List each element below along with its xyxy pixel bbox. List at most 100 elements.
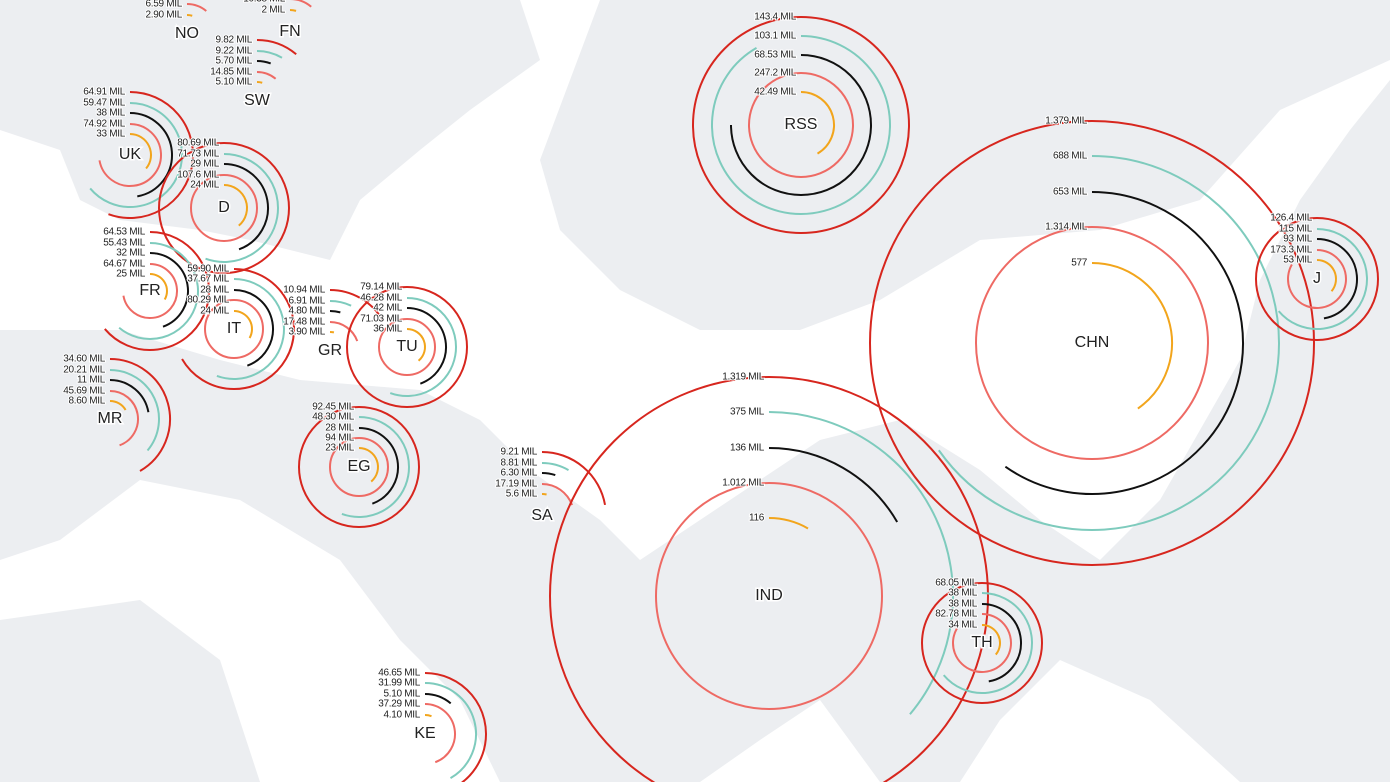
ring-label: 6.91 MIL [288,296,325,307]
ring-arc [329,289,384,322]
ring-arc [768,517,809,530]
ring-arc [329,310,341,314]
region-code: IT [227,320,241,337]
ring [869,120,1315,566]
ring-label: 38 MIL [948,588,978,599]
ring-label: 5.10 MIL [215,77,252,88]
ring-label: 42.49 MIL [754,87,797,98]
ring-arc [129,133,152,170]
ring-label: 34.60 MIL [63,354,106,365]
ring-label: 14.85 MIL [210,67,253,78]
ring-label: 59.90 MIL [187,264,230,275]
ring-label: 11 MIL [77,375,106,386]
ring-arc [541,451,607,506]
ring-label: 5.6 MIL [506,489,538,500]
ring-label: 68.05 MIL [935,578,978,589]
ring-label: 71.73 MIL [177,149,220,160]
ring-label: 34 MIL [948,620,978,631]
ring-label: 653 MIL [1053,187,1088,198]
ring [692,16,910,234]
ring-arc [256,71,277,80]
ring-arc [768,411,954,715]
ring-arc [942,592,1033,694]
ring-label: 68.53 MIL [754,50,797,61]
region-code: D [218,199,230,216]
ring-arc [329,300,352,307]
ring-arc [186,14,193,17]
ring-label: 2.90 MIL [145,10,182,21]
ring-arc [186,3,207,12]
ring-arc [358,427,399,505]
ring-arc [109,400,127,411]
ring-label: 688 MIL [1053,151,1088,162]
ring-label: 136 MIL [730,443,765,454]
ring-arc [233,310,253,339]
region-code: SW [244,92,271,109]
ring-arc [981,603,1022,683]
ring-arc [109,390,139,447]
ring-label: 33 MIL [96,129,126,140]
ring-label: 20.21 MIL [63,365,106,376]
ring-label: 3.90 MIL [288,327,325,338]
region-code: TH [971,634,992,651]
ring [748,72,854,178]
ring-label: 28 MIL [325,423,355,434]
ring-arc [109,379,150,413]
ring [298,406,420,528]
ring-label: 38 MIL [948,599,978,610]
ring-label: 37.29 MIL [378,699,421,710]
region-code: NO [175,25,199,42]
ring-label: 64.91 MIL [83,87,126,98]
ring-label: 71.03 MIL [360,314,403,325]
ring-label: 375 MIL [730,407,765,418]
ring [921,582,1043,704]
ring [549,376,989,782]
ring-arc [424,693,452,705]
ring-label: 94 MIL [325,433,355,444]
region-code: TU [396,338,417,355]
ring-arc [424,703,456,764]
region-code: KE [414,725,435,742]
ring-arc [541,472,556,477]
ring-label: 115 MIL [1279,224,1313,235]
ring-label: 59.47 MIL [83,98,126,109]
ring-arc [181,268,295,390]
ring [329,437,389,497]
region-code: GR [318,342,342,359]
ring [190,174,258,242]
region-code: FR [139,282,160,299]
ring-label: 37.67 MIL [187,274,230,285]
ring-label: 45.69 MIL [63,386,106,397]
ring-label: 17.19 MIL [495,479,538,490]
ring-arc [1277,228,1368,330]
region-code: EG [347,458,370,475]
ring-label: 64.53 MIL [103,227,146,238]
ring-arc [1316,238,1358,320]
ring-arc [256,39,297,56]
ring [1255,217,1379,341]
ring-arc [424,714,432,718]
ring-label: 5.10 MIL [383,689,420,700]
ring-label: 116 [749,513,765,524]
ring-label: 5.70 MIL [215,56,252,67]
ring-arc [109,358,171,472]
ring-arc [1091,262,1173,410]
ring-arc [329,321,359,342]
ring-arc [233,289,274,367]
ring-arc [109,369,160,452]
ring-label: 8.81 MIL [500,458,537,469]
ring [378,318,436,376]
ring-label: 1.379 MIL [1045,116,1088,127]
ring-label: 4.80 MIL [288,306,325,317]
ring-label: 173.3 MIL [1270,245,1313,256]
ring-arc [129,112,173,198]
ring-label: 42 MIL [373,303,403,314]
ring-label: 247.2 MIL [754,68,797,79]
ring-label: 79.14 MIL [360,282,403,293]
ring-label: 48.30 MIL [312,412,355,423]
ring-arc [1004,191,1244,495]
region-code: IND [755,587,783,604]
